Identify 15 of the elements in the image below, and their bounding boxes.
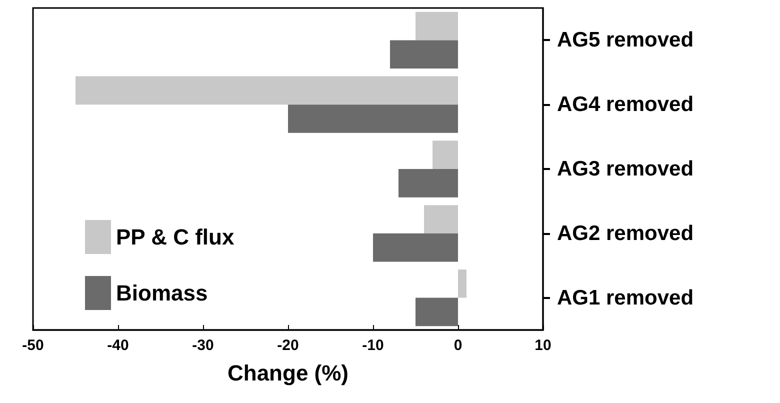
y-tick-label: AG5 removed	[557, 28, 694, 52]
x-axis-title: Change (%)	[228, 360, 348, 386]
legend-label: PP & C flux	[116, 224, 235, 250]
x-tick-label: 0	[454, 337, 462, 354]
y-tick-label: AG4 removed	[557, 93, 694, 116]
x-tick-label: -20	[277, 337, 299, 354]
y-tick-label: AG1 removed	[557, 286, 694, 310]
y-tick-label: AG3 removed	[557, 158, 694, 180]
y-tick-label: AG2 removed	[557, 222, 694, 245]
x-tick-label: -40	[107, 337, 129, 354]
x-tick-label: -10	[362, 337, 384, 354]
legend-label: Biomass	[116, 280, 208, 306]
x-tick-label: 10	[534, 337, 552, 354]
x-tick-label: -30	[192, 337, 214, 354]
x-tick-label: -50	[22, 337, 44, 354]
